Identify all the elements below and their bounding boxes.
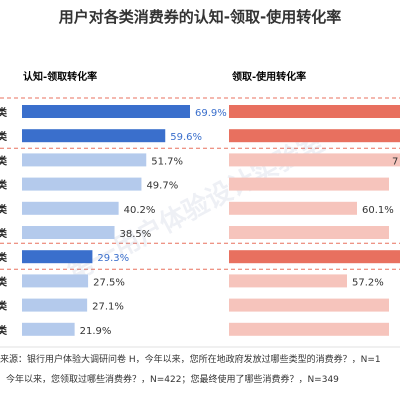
source-note-1: 来源：银行用户体验大调研问卷 H，今年以来，您所在地政府发放过哪些类型的消费券？…	[0, 355, 381, 365]
left-value-label: 59.6%	[170, 132, 202, 143]
left-bar	[22, 177, 142, 191]
category-label: 类	[0, 106, 7, 119]
left-value-label: 51.7%	[151, 156, 183, 167]
category-label: 类	[0, 300, 7, 313]
right-bar	[229, 298, 389, 312]
category-label: 类	[0, 179, 7, 192]
category-label: 类	[0, 130, 7, 143]
left-value-label: 69.9%	[195, 108, 227, 119]
category-label: 类	[0, 203, 7, 216]
category-label: 类	[0, 275, 7, 288]
category-label: 类	[0, 154, 7, 167]
right-bar	[229, 274, 347, 288]
right-value-label: 57.2%	[352, 277, 384, 288]
right-bar	[229, 129, 400, 143]
left-bar	[22, 105, 190, 118]
left-value-label: 21.9%	[80, 326, 112, 337]
left-bar	[22, 153, 147, 167]
chart-title: 用户对各类消费券的认知-领取-使用转化率	[58, 8, 342, 26]
left-value-label: 49.7%	[146, 181, 178, 192]
left-bar	[22, 250, 93, 264]
right-bar	[229, 201, 357, 215]
left-value-label: 38.5%	[120, 229, 152, 240]
left-panel-title: 认知-领取转化率	[23, 72, 98, 83]
left-value-label: 40.2%	[124, 205, 156, 216]
right-value-label: 60.1%	[362, 205, 394, 216]
left-bar	[22, 129, 166, 143]
category-label: 类	[0, 324, 7, 337]
right-bar	[229, 226, 389, 239]
left-bar	[22, 226, 115, 239]
left-bar	[22, 298, 88, 312]
source-note-2: 今年以来，您领取过哪些消费券？，N=422；您最终使用了哪些消费券？，N=349	[6, 375, 339, 385]
right-bar	[229, 322, 389, 336]
right-bar	[229, 105, 400, 118]
right-panel-title: 领取-使用转化率	[232, 72, 307, 83]
right-bar	[229, 153, 400, 167]
category-label: 类	[0, 251, 7, 264]
right-value-label: 7	[392, 156, 398, 167]
left-bar	[22, 274, 89, 288]
right-bar	[229, 250, 400, 264]
category-label: 类	[0, 227, 7, 240]
left-value-label: 27.5%	[93, 277, 125, 288]
right-bar	[229, 177, 389, 191]
left-value-label: 29.3%	[97, 253, 129, 264]
left-bar	[22, 201, 119, 215]
left-value-label: 27.1%	[92, 302, 124, 313]
left-bar	[22, 322, 75, 336]
